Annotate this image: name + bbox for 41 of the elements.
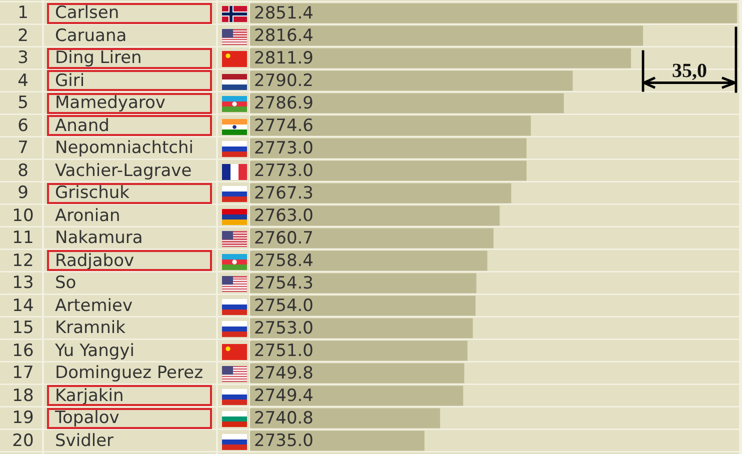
data-label: 2760.7 <box>254 228 314 249</box>
data-label: 2749.8 <box>254 364 314 384</box>
category-label: 1 Carlsen <box>18 3 120 24</box>
data-label: 2735.0 <box>254 431 314 452</box>
data-label: 2851.4 <box>254 4 314 24</box>
category-label: 11 Nakamura <box>12 228 143 248</box>
data-label: 2816.4 <box>254 26 314 46</box>
category-label: 17 Dominguez Perez <box>12 363 204 384</box>
data-label: 2767.3 <box>254 184 314 204</box>
category-label: 4 Giri <box>18 70 85 91</box>
category-label: 5 Mamedyarov <box>18 93 166 114</box>
data-label: 2786.9 <box>254 94 314 114</box>
category-label: 13 So <box>12 273 76 294</box>
category-label: 14 Artemiev <box>12 296 133 316</box>
category-label: 6 Anand <box>18 116 110 136</box>
data-label: 2774.6 <box>254 116 314 136</box>
category-label: 15 Kramnik <box>12 318 126 338</box>
data-label: 2751.0 <box>254 341 314 362</box>
category-label: 10 Aronian <box>12 206 120 226</box>
category-label: 2 Caruana <box>18 26 127 46</box>
data-label: 2763.0 <box>254 206 314 226</box>
category-label: 20 Svidler <box>12 430 114 451</box>
data-label: 2790.2 <box>254 71 314 92</box>
category-label: 19 Topalov <box>12 408 120 428</box>
data-label: 2758.4 <box>254 251 314 272</box>
category-label: 12 Radjabov <box>12 250 134 271</box>
data-label: 2773.0 <box>254 161 314 182</box>
category-label: 16 Yu Yangyi <box>12 340 134 361</box>
data-label: 2754.0 <box>254 296 314 316</box>
data-label: 2811.9 <box>254 48 314 69</box>
annotation: 35,0 <box>672 60 707 82</box>
category-label: 9 Grischuk <box>18 183 130 204</box>
category-label: 8 Vachier-Lagrave <box>18 160 192 181</box>
data-label: 2749.4 <box>254 386 314 406</box>
category-label: 18 Karjakin <box>12 386 124 406</box>
data-label: 2773.0 <box>254 138 314 159</box>
category-label: 7 Nepomniachtchi <box>18 138 194 158</box>
data-label: 2753.0 <box>254 318 314 339</box>
category-label: 3 Ding Liren <box>18 48 142 68</box>
data-label: 2740.8 <box>254 408 314 429</box>
data-label: 2754.3 <box>254 274 314 294</box>
